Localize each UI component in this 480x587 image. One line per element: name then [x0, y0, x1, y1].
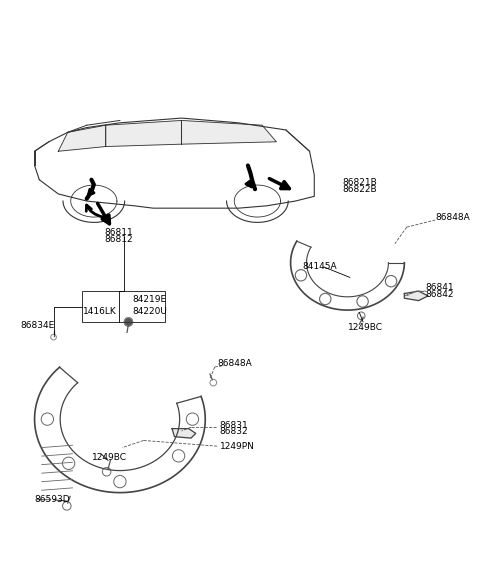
Text: 84145A: 84145A: [302, 262, 337, 271]
Text: 86841: 86841: [426, 284, 455, 292]
Text: 86822B: 86822B: [343, 185, 377, 194]
Text: 84220U: 84220U: [132, 307, 167, 316]
Bar: [82, 291, 165, 322]
Text: 1416LK: 1416LK: [83, 307, 117, 316]
Text: 86812: 86812: [105, 235, 133, 244]
Text: 86821B: 86821B: [343, 178, 377, 187]
Text: 86848A: 86848A: [435, 213, 470, 222]
Text: 86593D: 86593D: [35, 495, 70, 504]
Polygon shape: [172, 429, 196, 438]
Polygon shape: [404, 291, 428, 301]
Polygon shape: [106, 120, 181, 147]
Text: 86834E: 86834E: [20, 321, 55, 330]
Polygon shape: [58, 125, 106, 151]
Text: 1249BC: 1249BC: [92, 453, 126, 461]
Circle shape: [124, 318, 132, 326]
Text: 86848A: 86848A: [217, 359, 252, 368]
Text: 86842: 86842: [426, 290, 454, 299]
Text: 86811: 86811: [105, 228, 133, 237]
Text: 86831: 86831: [219, 421, 248, 430]
Text: 84219E: 84219E: [132, 295, 167, 303]
Text: 86832: 86832: [219, 427, 248, 437]
Text: 1249PN: 1249PN: [219, 441, 254, 451]
Text: 1249BC: 1249BC: [348, 323, 383, 332]
Polygon shape: [181, 120, 276, 144]
